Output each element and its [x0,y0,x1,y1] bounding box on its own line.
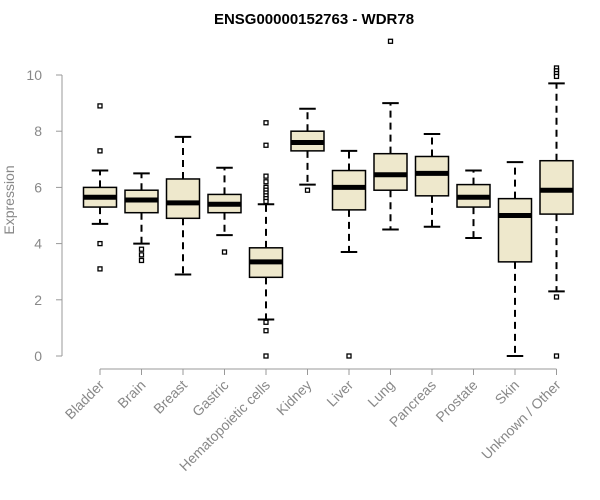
y-axis: 0 2 4 6 8 10 [26,67,63,364]
outlier-point [263,179,269,185]
y-tick-label: 2 [34,292,42,308]
outlier-point [263,120,269,126]
outlier-point [138,246,145,252]
box-hematopoietic-cells [248,120,284,359]
outlier-point [97,148,103,154]
x-tick-label-brain: Brain [114,377,148,411]
outlier-point [553,353,560,359]
iqr-box [373,152,408,191]
x-tick-label-kidney: Kidney [273,377,315,419]
box-prostate [456,169,491,239]
y-tick-label: 0 [34,348,42,364]
outlier-point [263,319,269,325]
x-tick-label-liver: Liver [323,377,356,410]
outlier-point [304,187,311,193]
box-brain [124,172,159,264]
outlier-point [138,252,145,258]
iqr-box [414,155,450,197]
iqr-box [331,169,367,211]
y-tick-label: 4 [34,236,42,252]
outlier-point [553,73,560,80]
outlier-point [553,294,560,300]
y-axis-label: Expression [1,165,17,234]
outlier-point [138,257,145,264]
box-series [82,38,574,359]
box-gastric [207,166,242,255]
outlier-point [97,240,103,247]
outlier-point [263,353,269,359]
box-lung [373,38,408,231]
box-bladder [82,103,118,272]
outlier-point [97,103,103,109]
x-tick-label-breast: Breast [150,377,190,417]
outlier-point [263,328,269,334]
outlier-point [263,173,269,179]
x-tick-label-unknown-other: Unknown / Other [478,377,564,463]
chart-title: ENSG00000152763 - WDR78 [214,11,414,28]
outlier-point [346,353,352,359]
box-liver [331,149,367,359]
x-tick-label-skin: Skin [492,377,523,408]
box-skin [497,161,533,357]
outlier-point [97,266,103,272]
iqr-box [539,159,574,215]
box-pancreas [414,133,450,228]
x-tick-label-prostate: Prostate [432,377,480,425]
x-tick-label-lung: Lung [364,377,397,410]
x-tick-label-bladder: Bladder [62,377,108,423]
box-kidney [290,107,325,193]
iqr-box [497,197,533,263]
outlier-point [221,249,228,255]
box-breast [165,135,201,276]
y-tick-label: 8 [34,123,42,139]
iqr-box [165,178,201,220]
y-tick-label: 10 [26,67,42,83]
outlier-point [263,142,269,148]
outlier-point [387,38,394,44]
outlier-point [263,198,269,205]
box-unknown-other [539,65,574,359]
y-tick-label: 6 [34,179,42,195]
